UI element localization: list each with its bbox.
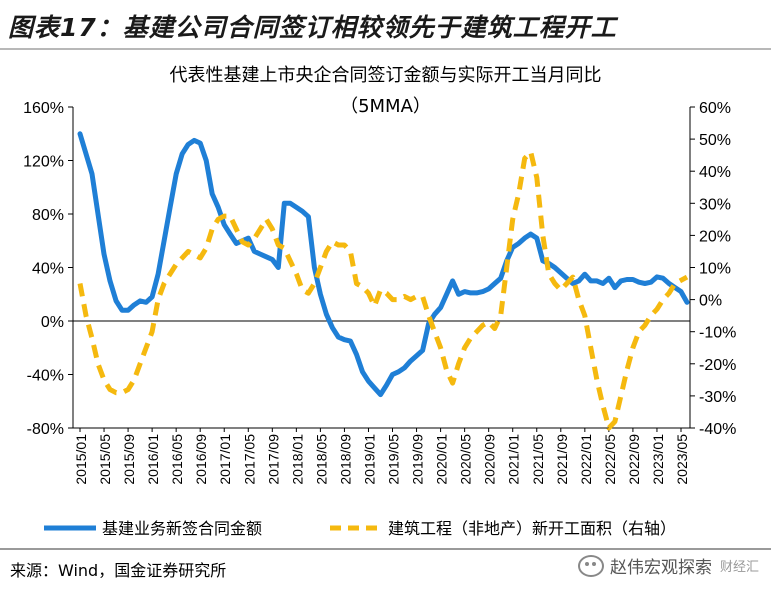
legend-label: 基建业务新签合同金额 xyxy=(102,519,262,538)
figure-title: 图表17：基建公司合同签订相较领先于建筑工程开工 xyxy=(8,13,617,42)
x-tick-label: 2018/09 xyxy=(337,434,353,485)
x-tick-label: 2020/09 xyxy=(482,434,498,485)
x-tick-label: 2015/09 xyxy=(121,434,137,485)
left-tick-label: 40% xyxy=(32,261,64,278)
left-tick-label: 160% xyxy=(23,100,64,117)
x-tick-label: 2019/01 xyxy=(361,434,377,485)
right-tick-label: 40% xyxy=(699,164,731,181)
x-tick-label: 2015/01 xyxy=(73,434,89,485)
x-tick-label: 2017/01 xyxy=(217,434,233,485)
right-tick-label: -20% xyxy=(699,357,736,374)
x-tick-label: 2021/05 xyxy=(530,434,546,485)
x-tick-label: 2017/09 xyxy=(265,434,281,485)
watermark-sub: 财经汇 xyxy=(719,560,759,575)
x-tick-label: 2018/01 xyxy=(289,434,305,485)
x-tick-label: 2016/05 xyxy=(169,434,185,485)
right-tick-label: 0% xyxy=(699,293,722,310)
left-tick-label: 0% xyxy=(41,314,64,331)
left-tick-label: -80% xyxy=(27,421,64,438)
right-tick-label: 50% xyxy=(699,132,731,149)
x-tick-label: 2023/01 xyxy=(650,434,666,485)
x-tick-label: 2020/05 xyxy=(458,434,474,485)
line-chart: 160% 120% 80% 40% 0% -40% -80% 60% 50% 40% 30% 20% 1… xyxy=(23,100,736,538)
x-tick-label: 2022/05 xyxy=(602,434,618,485)
chart-title: 代表性基建上市央企合同签订金额与实际开工当月同比 xyxy=(169,65,602,86)
x-tick-label: 2017/05 xyxy=(241,434,257,485)
x-tick-label: 2019/05 xyxy=(386,434,402,485)
source-divider xyxy=(0,548,771,550)
right-tick-label: 60% xyxy=(699,100,731,117)
x-tick-label: 2023/05 xyxy=(674,434,690,485)
x-tick-label: 2016/01 xyxy=(145,434,161,485)
x-tick-label: 2020/01 xyxy=(434,434,450,485)
x-tick-label: 2021/09 xyxy=(554,434,570,485)
title-divider xyxy=(0,48,771,50)
right-tick-label: -40% xyxy=(699,421,736,438)
series-line-contracts xyxy=(77,131,690,398)
x-tick-label: 2015/05 xyxy=(97,434,113,485)
watermark-name: 赵伟宏观探索 xyxy=(609,558,712,578)
x-tick-label: 2018/05 xyxy=(313,434,329,485)
right-tick-label: 30% xyxy=(699,196,731,213)
legend-label: 建筑工程（非地产）新开工面积（右轴） xyxy=(388,519,676,538)
chart-subtitle: （5MMA） xyxy=(340,96,431,117)
x-tick-label: 2021/01 xyxy=(506,434,522,485)
left-tick-label: -40% xyxy=(27,368,64,385)
x-tick-label: 2016/09 xyxy=(193,434,209,485)
right-tick-label: -30% xyxy=(699,389,736,406)
x-tick-label: 2022/01 xyxy=(578,434,594,485)
series-line-new-starts xyxy=(77,149,689,431)
wechat-icon xyxy=(577,554,604,577)
watermark: 赵伟宏观探索 财经汇 xyxy=(577,553,759,578)
x-tick-label: 2019/09 xyxy=(410,434,426,485)
right-tick-label: 10% xyxy=(699,261,731,278)
left-tick-label: 80% xyxy=(32,207,64,224)
legend: 基建业务新签合同金额 建筑工程（非地产）新开工面积（右轴） xyxy=(44,519,676,538)
right-tick-label: -10% xyxy=(699,325,736,342)
x-tick-label: 2022/09 xyxy=(626,434,642,485)
left-tick-label: 120% xyxy=(23,154,64,171)
right-tick-label: 20% xyxy=(699,228,731,245)
source-note: 来源：Wind，国金证券研究所 xyxy=(10,561,227,580)
